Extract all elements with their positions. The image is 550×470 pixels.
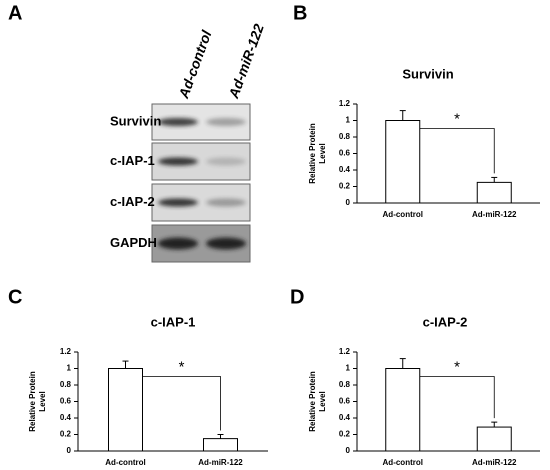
- y-tick-label: 0: [346, 198, 351, 207]
- panel-label: B: [293, 2, 307, 24]
- error-bar: [399, 358, 406, 369]
- panel-label: A: [8, 2, 22, 24]
- band: [158, 157, 198, 166]
- y-tick-label: 0.2: [339, 430, 351, 439]
- error-bar: [122, 360, 129, 369]
- chart-title: c-IAP-2: [423, 314, 468, 329]
- y-tick-label: 1.2: [339, 347, 351, 356]
- bar: [385, 120, 421, 204]
- band: [158, 118, 198, 126]
- error-bar: [399, 110, 406, 121]
- significance-bracket: [419, 376, 495, 419]
- y-tick-label: 1.2: [60, 347, 72, 356]
- chart-title: c-IAP-1: [151, 314, 196, 329]
- error-bar: [217, 434, 224, 439]
- y-tick-label: 1: [67, 364, 72, 373]
- lane-label: Ad-miR-122: [225, 22, 267, 102]
- x-tick-label: Ad-control: [105, 458, 145, 467]
- y-tick-label: 0.8: [339, 380, 351, 389]
- y-tick-label: 1: [346, 116, 351, 125]
- significance-mark: *: [179, 358, 185, 375]
- x-tick-label: Ad-miR-122: [472, 458, 517, 467]
- bar: [476, 426, 512, 452]
- x-tick-label: Ad-miR-122: [198, 458, 243, 467]
- panel-label: D: [290, 286, 304, 308]
- bar: [476, 181, 512, 204]
- error-bar: [491, 176, 498, 183]
- y-tick-label: 0.8: [60, 380, 72, 389]
- y-tick-label: 1: [346, 364, 351, 373]
- band: [206, 198, 246, 207]
- y-tick-label: 1.2: [339, 99, 351, 108]
- row-label: Survivin: [110, 113, 161, 128]
- y-axis-label: Relative ProteinLevel: [308, 371, 327, 432]
- y-tick-label: 0.6: [339, 149, 351, 158]
- significance-mark: *: [454, 358, 460, 375]
- lane-label: Ad-control: [175, 27, 215, 101]
- chart-title: Survivin: [402, 66, 453, 81]
- significance-bracket: [419, 128, 495, 174]
- band: [206, 237, 246, 250]
- error-bar: [491, 421, 498, 428]
- y-tick-label: 0: [346, 446, 351, 455]
- bar: [108, 368, 143, 452]
- y-tick-label: 0.4: [60, 413, 72, 422]
- y-tick-label: 0.8: [339, 132, 351, 141]
- row-label: GAPDH: [110, 235, 157, 250]
- y-tick-label: 0.6: [60, 397, 72, 406]
- x-tick-label: Ad-control: [383, 210, 423, 219]
- band: [206, 157, 246, 166]
- y-tick-label: 0: [67, 446, 72, 455]
- band: [158, 237, 198, 250]
- y-tick-label: 0.2: [339, 182, 351, 191]
- row-label: c-IAP-2: [110, 194, 155, 209]
- significance-mark: *: [454, 110, 460, 127]
- significance-bracket: [142, 376, 221, 431]
- band: [158, 198, 198, 207]
- bar: [203, 438, 238, 452]
- x-tick-label: Ad-miR-122: [472, 210, 517, 219]
- y-tick-label: 0.6: [339, 397, 351, 406]
- y-tick-label: 0.4: [339, 165, 351, 174]
- bar: [385, 368, 421, 452]
- y-tick-label: 0.2: [60, 430, 72, 439]
- band: [206, 118, 246, 126]
- x-tick-label: Ad-control: [383, 458, 423, 467]
- y-axis-label: Relative ProteinLevel: [28, 371, 47, 432]
- y-axis-label: Relative ProteinLevel: [308, 123, 327, 184]
- y-tick-label: 0.4: [339, 413, 351, 422]
- row-label: c-IAP-1: [110, 153, 155, 168]
- panel-label: C: [8, 286, 22, 308]
